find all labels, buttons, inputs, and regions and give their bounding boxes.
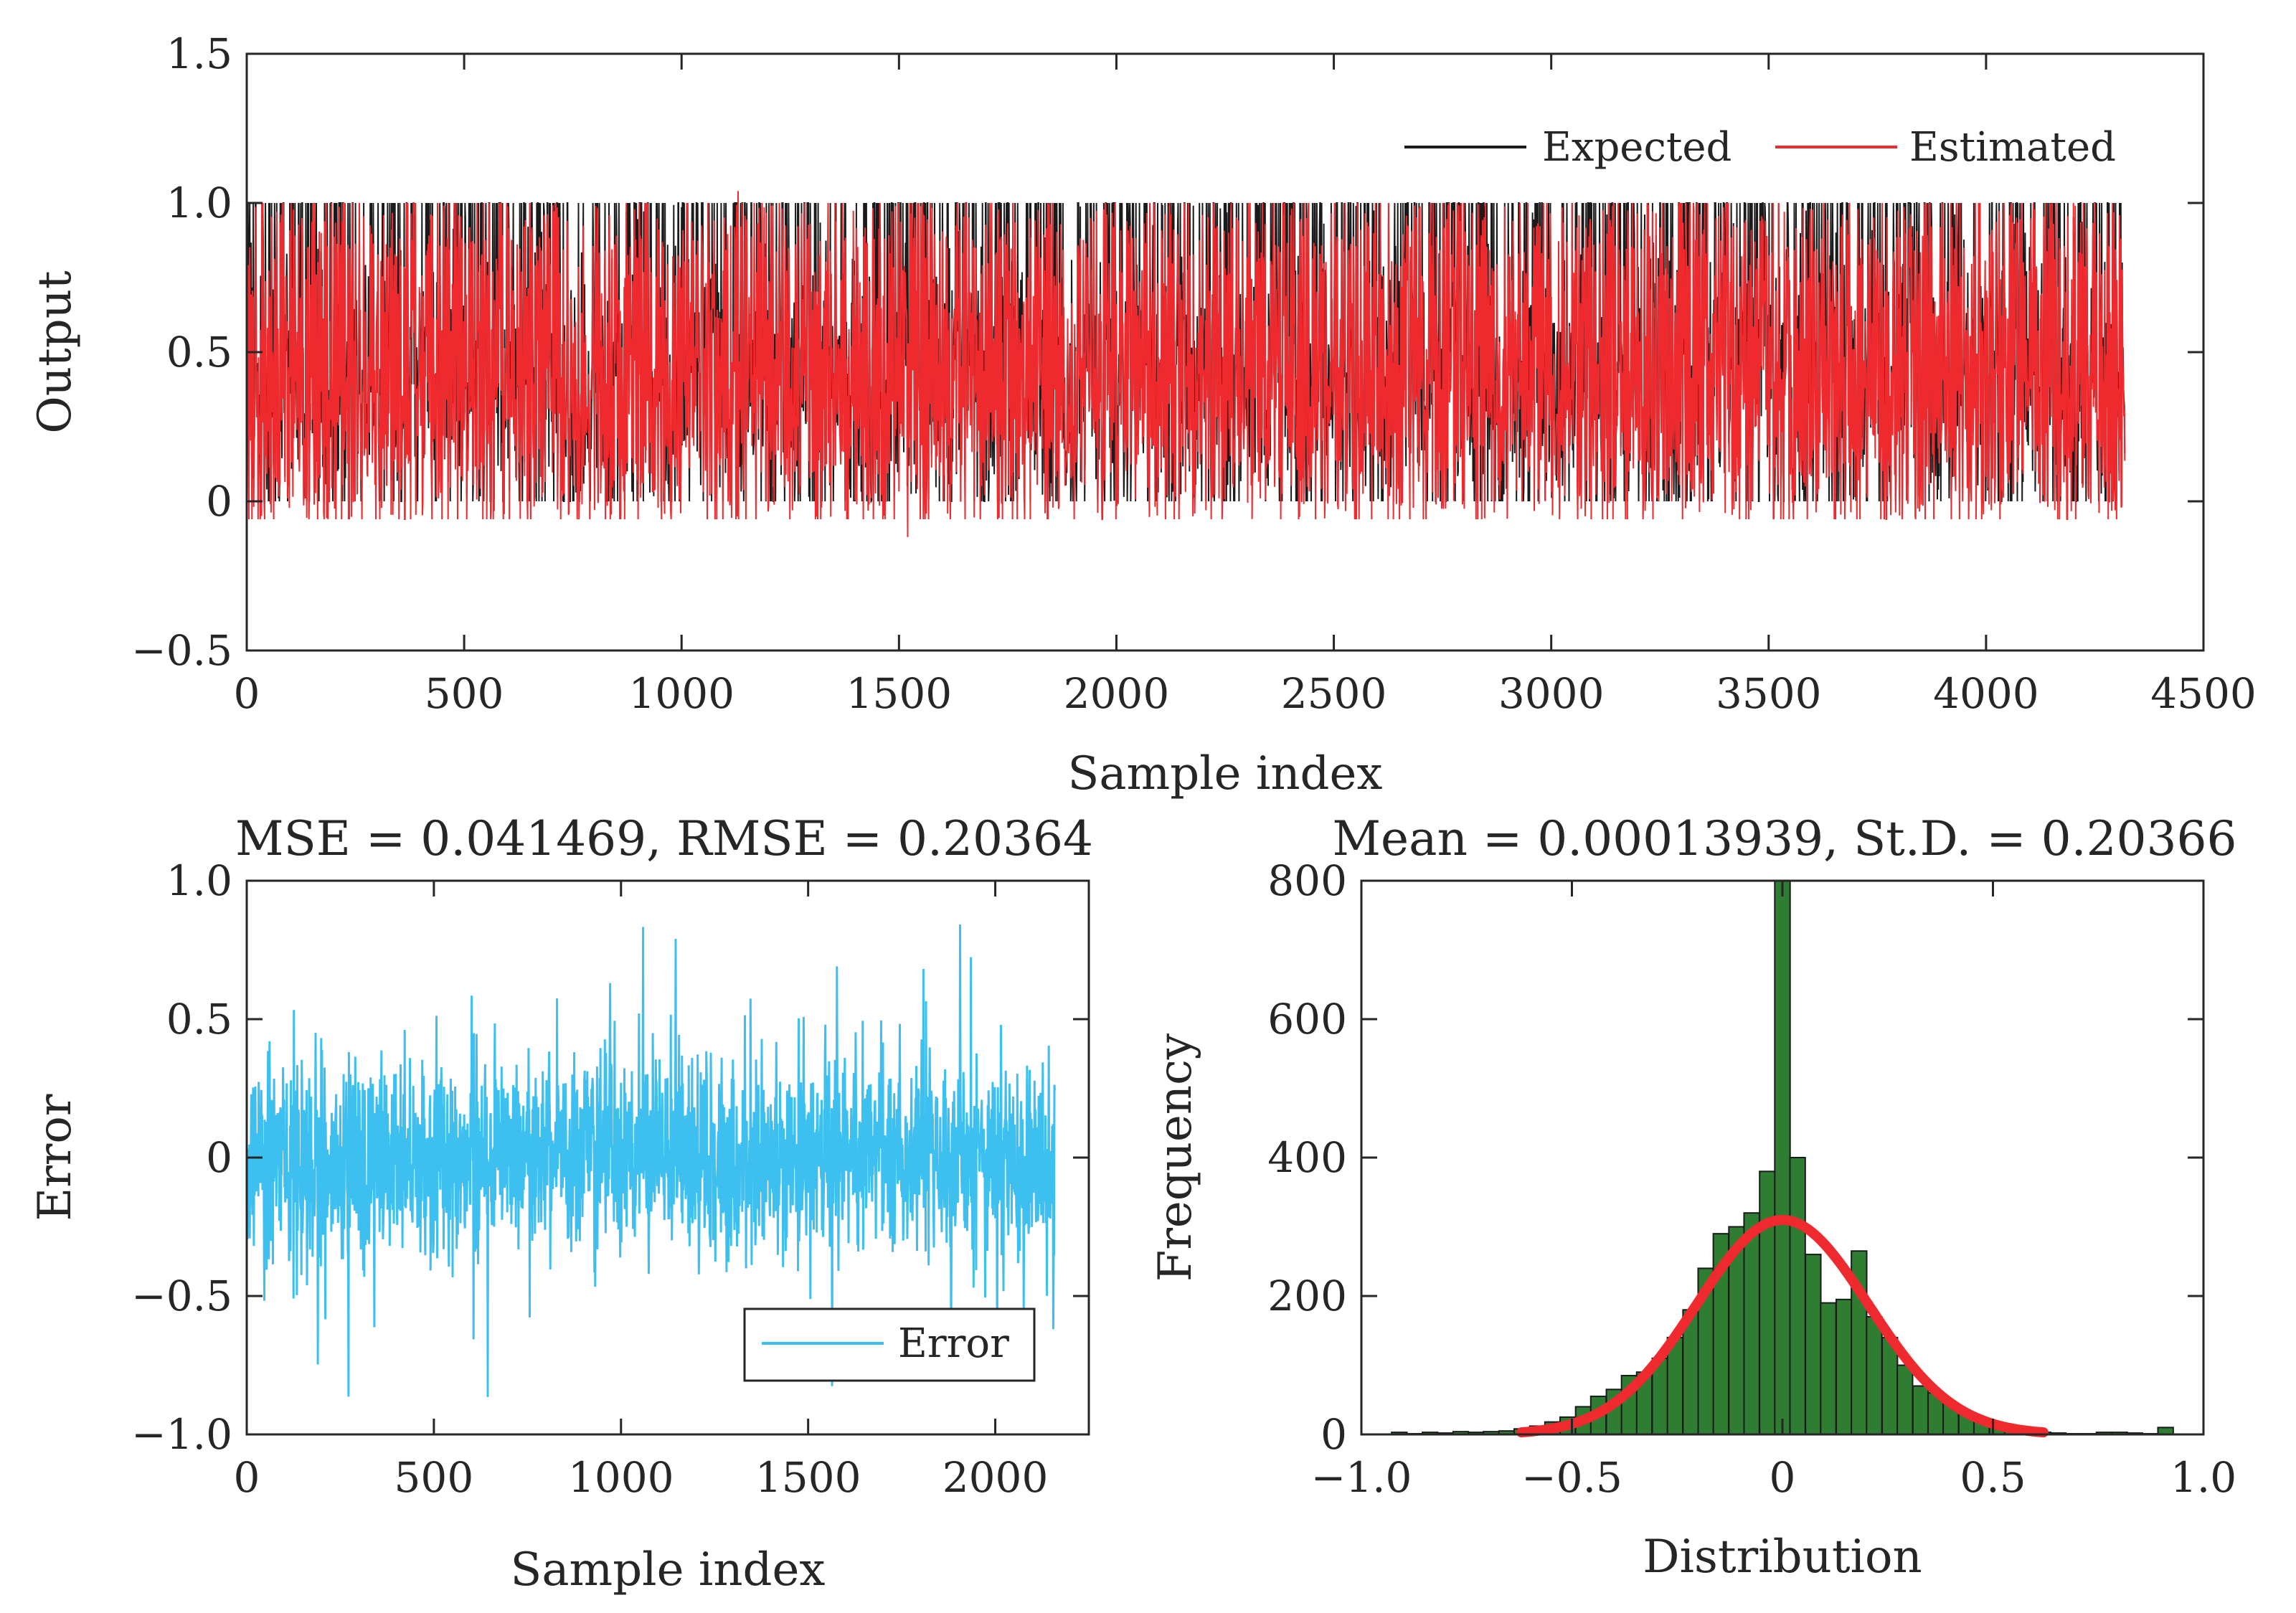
- x-tick-label: 3000: [1498, 669, 1605, 718]
- histogram-bar: [1912, 1385, 1929, 1435]
- histogram-bar: [1759, 1170, 1776, 1436]
- x-tick-label: −1.0: [1311, 1453, 1412, 1502]
- x-tick-label: 2500: [1281, 669, 1387, 718]
- y-tick-label: 0: [1321, 1410, 1347, 1459]
- x-tick-label: 1000: [628, 669, 734, 718]
- legend-error-label: Error: [898, 1320, 1009, 1367]
- x-tick-label: 1.0: [2170, 1453, 2236, 1502]
- x-tick-label: 1000: [568, 1453, 674, 1502]
- histogram-plot: Mean = 0.00013939, St.D. = 0.20366 −1.0−…: [1149, 811, 2237, 1584]
- y-tick-label: 0.5: [166, 995, 232, 1044]
- x-tick-label: 500: [395, 1453, 474, 1502]
- y-tick-label: −0.5: [131, 1272, 232, 1320]
- error-series: [245, 924, 1056, 1397]
- normal-fit-curve: [1516, 1214, 2049, 1438]
- histogram-bar: [1774, 880, 1791, 1435]
- histogram-ticks: −1.0 −0.5 0 0.5 1.0 0 200 400 600 800: [1267, 856, 2236, 1502]
- x-tick-label: 0.5: [1960, 1453, 2026, 1502]
- histogram-bar: [1820, 1302, 1837, 1436]
- output-series: [246, 191, 2126, 537]
- x-tick-label: 1500: [846, 669, 953, 718]
- error-legend: Error: [743, 1307, 1036, 1382]
- y-tick-label: 0: [206, 1133, 232, 1182]
- output-legend: Expected Estimated: [1392, 111, 2137, 183]
- histogram-bar: [1743, 1212, 1760, 1435]
- output-y-label: Output: [29, 270, 82, 434]
- x-tick-label: −0.5: [1521, 1453, 1622, 1502]
- histogram-y-label: Frequency: [1149, 1033, 1202, 1282]
- x-tick-label: 1500: [755, 1453, 861, 1502]
- histogram-bar: [1836, 1298, 1853, 1435]
- error-x-label: Sample index: [511, 1543, 826, 1597]
- x-tick-label: 0: [234, 669, 260, 718]
- x-tick-label: 0: [1770, 1453, 1796, 1502]
- x-tick-label: 3500: [1716, 669, 1822, 718]
- estimated-line: [246, 191, 2126, 537]
- error-ticks: 0 500 1000 1500 2000 −1.0 −0.5 0 0.5 1.0: [131, 856, 1089, 1502]
- y-tick-label: −0.5: [131, 626, 232, 675]
- y-tick-label: 800: [1267, 856, 1347, 905]
- legend-estimated-label: Estimated: [1909, 124, 2116, 171]
- histogram-bar: [1805, 1254, 1822, 1435]
- error-line: [245, 924, 1056, 1397]
- error-title: MSE = 0.041469, RMSE = 0.20364: [235, 811, 1093, 866]
- x-tick-label: 500: [425, 669, 504, 718]
- x-tick-label: 0: [234, 1453, 260, 1502]
- y-tick-label: 0.5: [166, 328, 232, 377]
- x-tick-label: 4000: [1933, 669, 2039, 718]
- y-tick-label: 1.0: [166, 179, 232, 227]
- histogram-x-label: Distribution: [1643, 1531, 1922, 1584]
- histogram-bar: [1866, 1315, 1883, 1435]
- x-tick-label: 4500: [2150, 669, 2257, 718]
- x-tick-label: 2000: [943, 1453, 1049, 1502]
- y-tick-label: −1.0: [131, 1410, 232, 1459]
- y-tick-label: 0: [206, 477, 232, 526]
- output-plot: 0 500 1000 1500 2000 2500 3000 3500 4000 4500 −0.5…: [29, 29, 2257, 800]
- y-tick-label: 200: [1267, 1272, 1347, 1320]
- y-tick-label: 1.0: [166, 856, 232, 905]
- histogram-bar: [1789, 1157, 1806, 1435]
- output-ticks: 0 500 1000 1500 2000 2500 3000 3500 4000 4500 −0.5…: [131, 29, 2257, 718]
- output-x-label: Sample index: [1068, 747, 1383, 800]
- legend-expected-label: Expected: [1542, 124, 1732, 171]
- y-tick-label: 400: [1267, 1133, 1347, 1182]
- histogram-bar: [1896, 1364, 1914, 1435]
- error-y-label: Error: [29, 1094, 82, 1221]
- y-tick-label: 1.5: [166, 29, 232, 78]
- y-tick-label: 600: [1267, 995, 1347, 1044]
- histogram-title: Mean = 0.00013939, St.D. = 0.20366: [1332, 811, 2236, 866]
- error-plot: MSE = 0.041469, RMSE = 0.20364 0 500 1000 1…: [29, 811, 1093, 1597]
- x-tick-label: 2000: [1064, 669, 1170, 718]
